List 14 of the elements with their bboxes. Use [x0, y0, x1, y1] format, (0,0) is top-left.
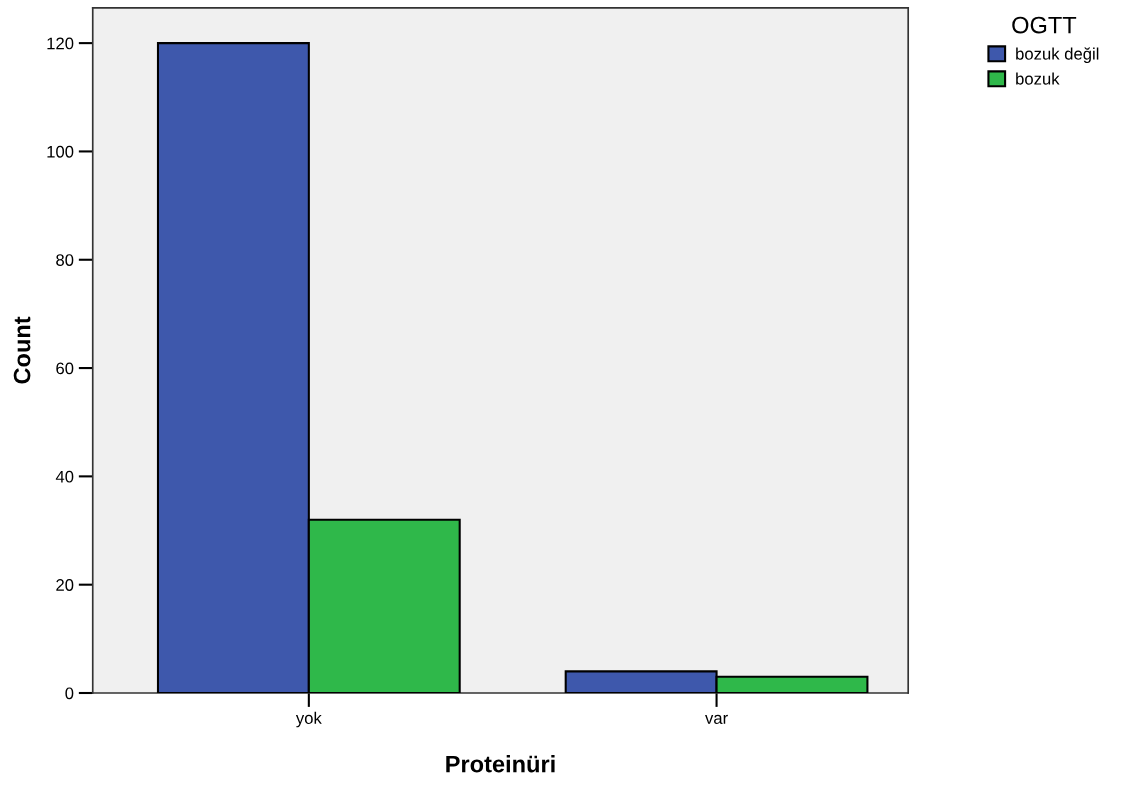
x-tick-label: var: [705, 714, 728, 724]
legend-label: bozuk değil: [1016, 47, 1099, 64]
x-axis-title: Proteinüri: [446, 755, 555, 773]
y-axis-title: Count: [13, 316, 31, 384]
y-tick-label: 60: [56, 362, 74, 375]
x-tick-label: yok: [295, 711, 322, 728]
y-tick-label: 120: [47, 37, 74, 50]
y-tick-label: 80: [56, 254, 74, 266]
y-tick-label: 0: [65, 687, 74, 700]
legend-label: bozuk: [1016, 72, 1060, 85]
y-tick-label: 100: [47, 145, 74, 158]
y-tick-label: 20: [56, 579, 74, 591]
y-tick-label: 40: [55, 470, 74, 483]
legend-title: OGTT: [1012, 16, 1077, 34]
